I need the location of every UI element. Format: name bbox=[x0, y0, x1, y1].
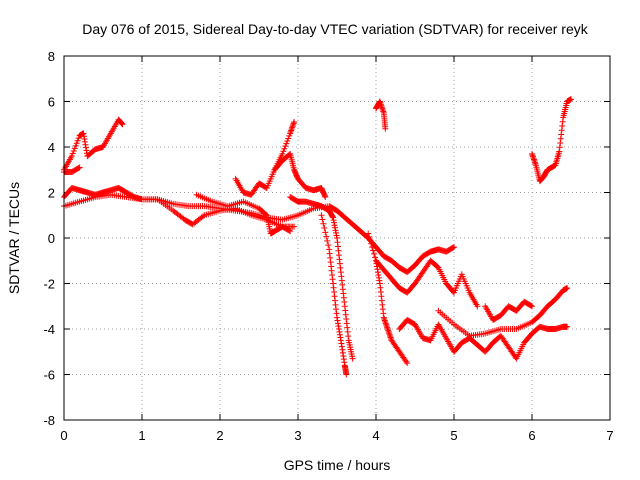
y-tick-labels: -8 -6 -4 -2 0 2 4 6 8 bbox=[43, 49, 55, 428]
data-point bbox=[286, 132, 293, 139]
x-tick-label: 6 bbox=[528, 428, 535, 443]
data-point bbox=[321, 225, 328, 232]
data-point bbox=[119, 121, 126, 128]
series-arc-j bbox=[365, 230, 411, 367]
data-point bbox=[564, 323, 571, 330]
data-point bbox=[286, 151, 293, 158]
series-arc-n bbox=[435, 285, 571, 339]
data-point bbox=[280, 148, 287, 155]
data-point bbox=[291, 223, 298, 230]
data-point bbox=[343, 371, 350, 378]
data-point bbox=[285, 135, 292, 142]
data-point bbox=[371, 250, 378, 257]
data-point bbox=[322, 229, 329, 236]
data-point bbox=[403, 358, 410, 365]
data-point bbox=[73, 140, 80, 147]
data-point bbox=[404, 360, 411, 367]
x-tick-label: 2 bbox=[216, 428, 223, 443]
data-point bbox=[529, 303, 535, 310]
data-point bbox=[366, 233, 373, 240]
data-point bbox=[318, 212, 325, 219]
y-tick-label: 0 bbox=[48, 231, 55, 246]
x-tick-label: 3 bbox=[294, 428, 301, 443]
data-point bbox=[199, 213, 206, 220]
data-point bbox=[279, 150, 286, 157]
x-axis-label: GPS time / hours bbox=[284, 457, 391, 473]
x-tick-label: 1 bbox=[138, 428, 145, 443]
data-point bbox=[283, 140, 290, 147]
data-point bbox=[367, 237, 374, 244]
data-point bbox=[69, 150, 76, 157]
x-tick-label: 4 bbox=[372, 428, 379, 443]
series-arc-e bbox=[193, 191, 298, 237]
data-point bbox=[372, 254, 379, 261]
series-arc-l bbox=[373, 257, 481, 310]
data-point bbox=[320, 220, 327, 227]
series-arc-a bbox=[61, 116, 126, 173]
y-tick-label: -6 bbox=[43, 368, 55, 383]
data-points bbox=[61, 96, 574, 378]
data-point bbox=[74, 137, 81, 144]
series-arc-m bbox=[396, 316, 571, 362]
x-tick-label: 7 bbox=[606, 428, 613, 443]
series-arc-d bbox=[61, 191, 294, 235]
y-axis-label: SDTVAR / TECUs bbox=[6, 182, 22, 294]
data-point bbox=[324, 237, 331, 244]
data-point bbox=[282, 143, 289, 150]
data-point bbox=[75, 165, 82, 172]
x-tick-label: 0 bbox=[60, 428, 67, 443]
y-tick-label: 4 bbox=[48, 140, 55, 155]
data-point bbox=[369, 244, 376, 251]
data-point bbox=[368, 240, 375, 247]
series-arc-b bbox=[61, 164, 83, 176]
x-tick-labels: 0 1 2 3 4 5 6 7 bbox=[60, 428, 613, 443]
data-point bbox=[370, 247, 377, 254]
y-tick-label: 6 bbox=[48, 95, 55, 110]
data-point bbox=[322, 194, 329, 201]
data-point bbox=[323, 233, 330, 240]
chart-title: Day 076 of 2015, Sidereal Day-to-day VTE… bbox=[82, 21, 588, 37]
data-point bbox=[325, 242, 332, 249]
plot-frame bbox=[63, 55, 611, 421]
data-point bbox=[528, 302, 535, 309]
series-arc-p bbox=[529, 96, 574, 185]
data-point bbox=[568, 96, 574, 103]
series-arc-g bbox=[271, 118, 298, 173]
data-point bbox=[291, 118, 298, 125]
y-tick-label: -8 bbox=[43, 413, 55, 428]
x-tick-label: 5 bbox=[450, 428, 457, 443]
series-arc-o bbox=[482, 298, 535, 323]
series-arc-h bbox=[287, 194, 356, 362]
y-tick-label: 2 bbox=[48, 186, 55, 201]
data-point bbox=[281, 145, 288, 152]
series-arc-k bbox=[373, 98, 389, 132]
series-arc-f bbox=[232, 150, 329, 201]
y-tick-label: 8 bbox=[48, 49, 55, 64]
data-point bbox=[349, 355, 356, 362]
data-point bbox=[70, 147, 77, 154]
data-point bbox=[382, 125, 389, 132]
data-point bbox=[450, 244, 457, 251]
data-point bbox=[284, 138, 291, 145]
data-point bbox=[72, 142, 79, 149]
series-arc-i bbox=[318, 212, 350, 378]
data-point bbox=[451, 244, 457, 251]
data-point bbox=[262, 211, 269, 218]
data-point bbox=[71, 145, 78, 152]
y-tick-label: -2 bbox=[43, 277, 55, 292]
data-point bbox=[564, 285, 571, 292]
data-point bbox=[76, 164, 83, 171]
data-point bbox=[474, 303, 481, 310]
data-point bbox=[365, 230, 372, 237]
y-tick-label: -4 bbox=[43, 322, 55, 337]
data-point bbox=[319, 216, 326, 223]
data-point bbox=[68, 153, 75, 160]
data-point bbox=[75, 135, 82, 142]
